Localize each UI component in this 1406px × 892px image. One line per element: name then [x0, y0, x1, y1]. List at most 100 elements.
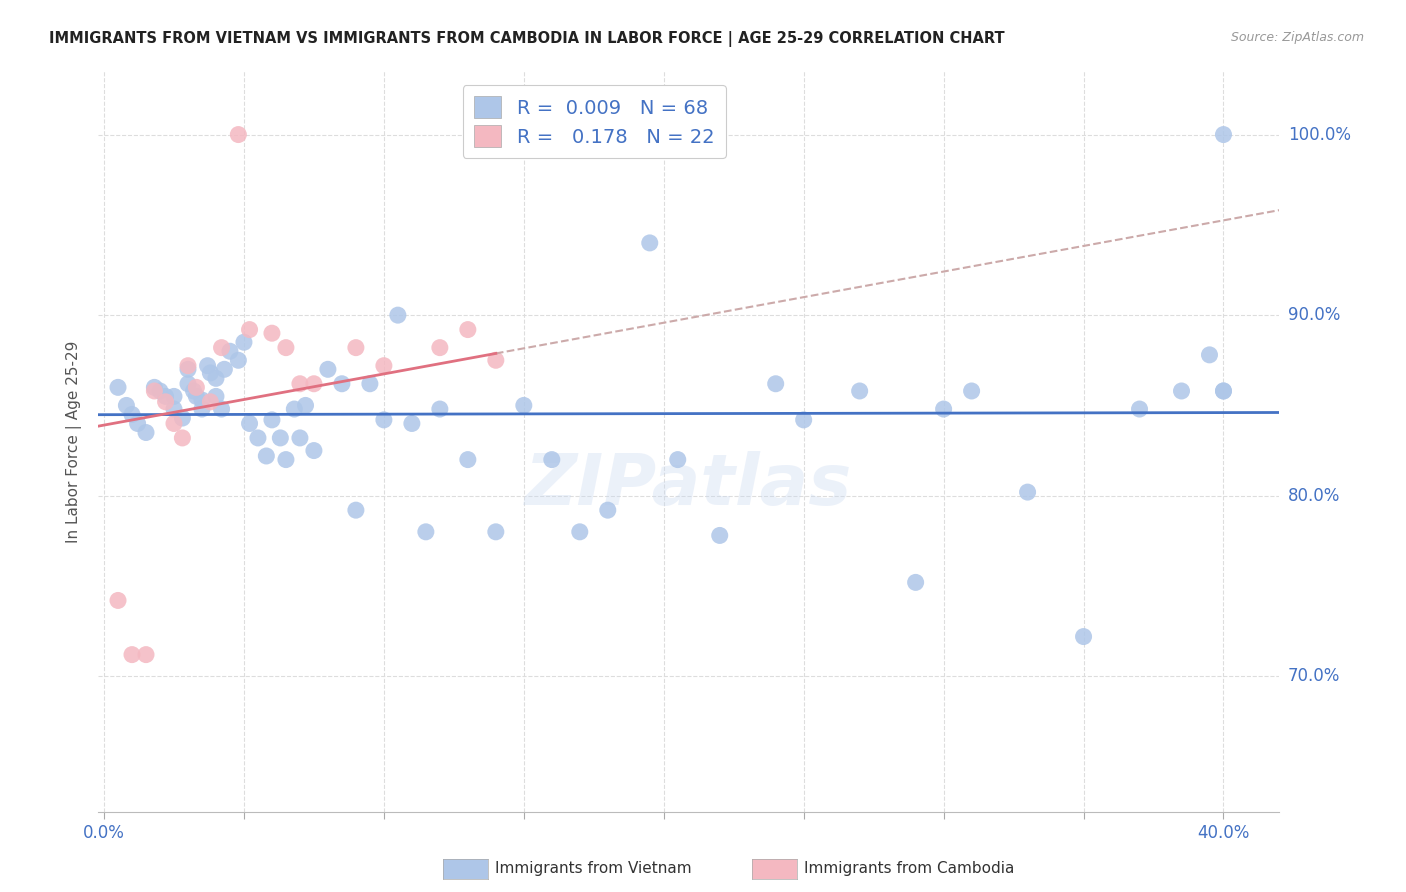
Point — [485, 353, 508, 368]
Point — [205, 371, 228, 385]
Point — [186, 389, 208, 403]
Point — [638, 235, 661, 250]
Point — [359, 376, 381, 391]
Point — [211, 341, 233, 355]
Point — [709, 528, 731, 542]
Point — [1170, 384, 1192, 398]
Point — [793, 413, 815, 427]
Point — [596, 503, 619, 517]
Point — [302, 376, 325, 391]
Point — [401, 417, 423, 431]
Text: Immigrants from Vietnam: Immigrants from Vietnam — [495, 862, 692, 876]
Point — [373, 359, 395, 373]
Point — [330, 376, 353, 391]
Point — [155, 394, 177, 409]
Point — [274, 341, 297, 355]
Point — [294, 399, 316, 413]
Point — [288, 431, 311, 445]
Point — [135, 648, 157, 662]
Point — [135, 425, 157, 440]
Text: 90.0%: 90.0% — [1288, 306, 1340, 324]
Point — [1212, 384, 1234, 398]
Point — [344, 341, 367, 355]
Point — [177, 376, 200, 391]
Point — [316, 362, 339, 376]
Point — [1017, 485, 1039, 500]
Point — [485, 524, 508, 539]
Point — [172, 431, 194, 445]
Text: 100.0%: 100.0% — [1288, 126, 1351, 144]
Text: Source: ZipAtlas.com: Source: ZipAtlas.com — [1230, 31, 1364, 45]
Point — [219, 344, 242, 359]
Text: 70.0%: 70.0% — [1288, 667, 1340, 685]
Point — [228, 353, 250, 368]
Point — [1128, 402, 1150, 417]
Point — [513, 399, 536, 413]
Y-axis label: In Labor Force | Age 25-29: In Labor Force | Age 25-29 — [66, 341, 83, 542]
Point — [238, 322, 260, 336]
Point — [1212, 384, 1234, 398]
Point — [177, 362, 200, 376]
Point — [211, 402, 233, 417]
Point — [246, 431, 269, 445]
Text: IMMIGRANTS FROM VIETNAM VS IMMIGRANTS FROM CAMBODIA IN LABOR FORCE | AGE 25-29 C: IMMIGRANTS FROM VIETNAM VS IMMIGRANTS FR… — [49, 31, 1005, 47]
Point — [163, 417, 186, 431]
Point — [254, 449, 277, 463]
Point — [191, 402, 214, 417]
Point — [765, 376, 787, 391]
Point — [200, 394, 222, 409]
Point — [121, 408, 143, 422]
Point — [932, 402, 955, 417]
Text: 80.0%: 80.0% — [1288, 487, 1340, 505]
Point — [200, 366, 222, 380]
Point — [172, 411, 194, 425]
Point — [373, 413, 395, 427]
Point — [228, 128, 250, 142]
Point — [848, 384, 870, 398]
Point — [568, 524, 591, 539]
Point — [155, 389, 177, 403]
Point — [1198, 348, 1220, 362]
Point — [269, 431, 291, 445]
Legend: R =  0.009   N = 68, R =   0.178   N = 22: R = 0.009 N = 68, R = 0.178 N = 22 — [463, 85, 727, 158]
Point — [233, 335, 256, 350]
Point — [260, 326, 283, 341]
Point — [214, 362, 236, 376]
Point — [183, 384, 205, 398]
Point — [149, 384, 172, 398]
Point — [429, 402, 451, 417]
Point — [191, 392, 214, 407]
Point — [121, 648, 143, 662]
Point — [205, 389, 228, 403]
Point — [960, 384, 983, 398]
Point — [457, 322, 479, 336]
Point — [127, 417, 149, 431]
Point — [904, 575, 927, 590]
Text: ZIPatlas: ZIPatlas — [526, 451, 852, 520]
Point — [238, 417, 260, 431]
Text: Immigrants from Cambodia: Immigrants from Cambodia — [804, 862, 1015, 876]
Point — [540, 452, 562, 467]
Point — [115, 399, 138, 413]
Point — [666, 452, 689, 467]
Point — [143, 380, 166, 394]
Point — [163, 389, 186, 403]
Point — [387, 308, 409, 322]
Point — [302, 443, 325, 458]
Point — [186, 380, 208, 394]
Point — [429, 341, 451, 355]
Point — [344, 503, 367, 517]
Point — [274, 452, 297, 467]
Point — [1212, 128, 1234, 142]
Point — [107, 380, 129, 394]
Point — [177, 359, 200, 373]
Point — [197, 359, 219, 373]
Point — [283, 402, 305, 417]
Point — [143, 384, 166, 398]
Point — [457, 452, 479, 467]
Point — [288, 376, 311, 391]
Point — [260, 413, 283, 427]
Point — [107, 593, 129, 607]
Point — [1073, 630, 1095, 644]
Point — [163, 402, 186, 417]
